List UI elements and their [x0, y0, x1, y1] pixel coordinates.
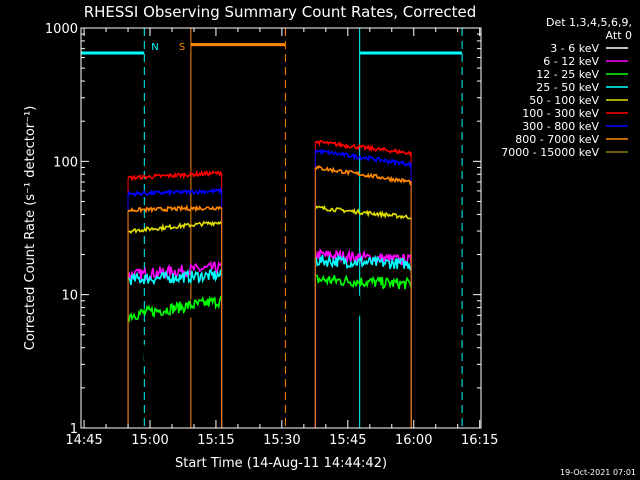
x-tick-label: 15:15 [197, 433, 234, 448]
series-trace-300-800-kev [127, 186, 223, 198]
x-axis-label: Start Time (14-Aug-11 14:44:42) [175, 456, 387, 471]
y-tick-label: 10 [61, 289, 78, 304]
footer-date: 19-Oct-2021 07:01 [560, 468, 636, 477]
legend-entry-label: 12 - 25 keV [536, 68, 599, 81]
x-tick-label: 16:15 [461, 433, 498, 448]
series-trace-50-100-kev [314, 204, 412, 220]
flag-s-label: S [179, 42, 185, 53]
series-trace-800-7000-kev [315, 165, 412, 186]
x-tick-label: 14:45 [65, 433, 102, 448]
legend-entry-label: 50 - 100 keV [529, 94, 599, 107]
legend-header-line-1: Det 1,3,4,5,6,9, [546, 16, 632, 29]
series-trace-12-25-kev [127, 295, 223, 323]
series-trace-100-300-kev [127, 169, 223, 182]
y-tick-label: 1 [70, 422, 78, 437]
legend-entry-label: 3 - 6 keV [550, 42, 599, 55]
axes: 14:45 15:00 15:15 15:30 15:45 16:00 16:15 1 10 10… [45, 22, 499, 448]
series-trace-12-25-kev [315, 274, 412, 290]
legend-entry-label: 7000 - 15000 keV [501, 146, 599, 159]
series-trace-800-7000-kev [127, 204, 223, 214]
legend-entry-label: 25 - 50 keV [536, 81, 599, 94]
legend-entry-label: 800 - 7000 keV [515, 133, 599, 146]
x-tick-label: 16:00 [395, 433, 432, 448]
flag-n-label: N [151, 42, 158, 53]
legend-entry-label: 100 - 300 keV [522, 107, 599, 120]
y-tick-label: 1000 [45, 22, 78, 37]
plot-frame [80, 27, 482, 429]
series-trace-25-50-kev [314, 253, 412, 272]
series-trace-3-6-kev [127, 276, 223, 378]
series-trace-100-300-kev [314, 139, 412, 158]
chart-title: RHESSI Observing Summary Count Rates, Co… [84, 3, 477, 21]
x-tick-label: 15:45 [329, 433, 366, 448]
y-axis-label: Corrected Count Rate (s⁻¹ detector⁻¹) [23, 106, 38, 351]
series-trace-50-100-kev [127, 220, 223, 235]
series-trace-300-800-kev [314, 148, 412, 169]
series-trace-25-50-kev [127, 268, 223, 286]
legend-entry-label: 300 - 800 keV [522, 120, 599, 133]
series-trace-6-12-kev [127, 260, 223, 282]
series-trace-6-12-kev [314, 247, 412, 267]
legend-entry-label: 6 - 12 keV [543, 55, 599, 68]
series-trace-3-6-kev [314, 283, 412, 352]
legend-header-line-2: Att 0 [606, 29, 632, 42]
y-tick-label: 100 [53, 155, 78, 170]
x-tick-label: 15:00 [131, 433, 168, 448]
x-tick-label: 15:30 [263, 433, 300, 448]
